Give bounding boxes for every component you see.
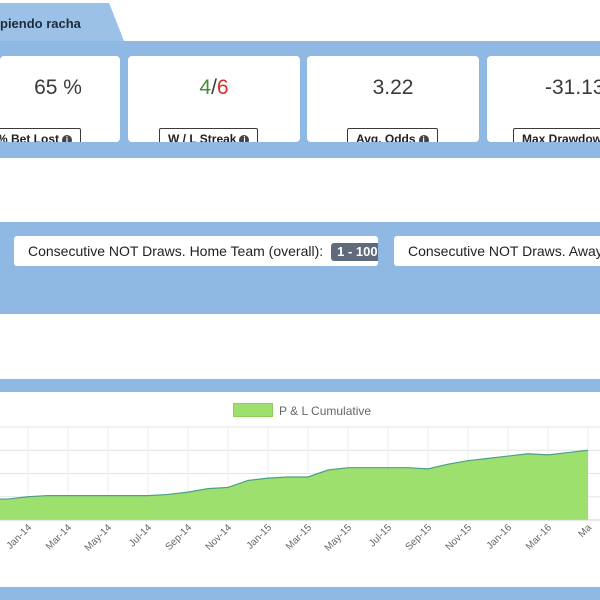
filter-away-label: Consecutive NOT Draws. Away T — [408, 243, 600, 259]
info-icon[interactable]: i — [418, 135, 429, 142]
page-tab[interactable]: piendo racha — [0, 3, 124, 41]
pl-area — [0, 450, 588, 520]
legend-swatch — [233, 403, 273, 417]
filter-away-not-draws[interactable]: Consecutive NOT Draws. Away T — [394, 236, 600, 266]
filter-home-range-badge[interactable]: 1 - 100 — [331, 243, 378, 261]
x-tick-label: Ma — [577, 522, 595, 540]
stat-label-avg-odds-text: Avg. Odds — [356, 132, 416, 142]
stat-value-max-drawdown: -31.13 — [545, 76, 600, 99]
stat-value-bet-lost: 65 % — [34, 76, 82, 99]
stat-label-avg-odds[interactable]: Avg. Odds i — [347, 128, 438, 142]
chart-svg: Nov-13Jan-14Mar-14May-14Jul-14Sep-14Nov-… — [0, 426, 600, 554]
stat-card-max-drawdown: -31.13 Max Drawdowni — [487, 56, 600, 142]
x-tick-label: Sep-14 — [164, 522, 195, 553]
stats-band: 65 % % Bet Lost i 4/6 W / L Streak i 3.22 … — [0, 41, 600, 158]
stat-value-wl-streak: 4/6 — [128, 76, 300, 100]
info-icon[interactable]: i — [239, 135, 250, 142]
pl-line — [0, 449, 589, 500]
stat-value-avg-odds: 3.22 — [372, 76, 414, 99]
x-tick-label: Mar-16 — [524, 522, 554, 552]
x-tick-label: Mar-14 — [44, 522, 74, 552]
stat-label-max-drawdown-text: Max Drawdown — [522, 132, 600, 142]
info-icon[interactable]: i — [62, 135, 73, 142]
x-tick-label: Jan-14 — [5, 522, 35, 552]
x-tick-label: May-14 — [83, 522, 115, 554]
pl-chart-panel: P & L Cumulative Nov-13Jan-14Mar-14May-1… — [0, 379, 600, 600]
x-tick-label: Jul-15 — [367, 522, 394, 549]
x-tick-label: May-15 — [323, 522, 355, 554]
x-tick-label: Jul-14 — [127, 522, 154, 549]
stat-card-bet-lost: 65 % % Bet Lost i — [0, 56, 120, 142]
legend-label: P & L Cumulative — [279, 404, 372, 418]
chart-legend[interactable]: P & L Cumulative — [233, 403, 371, 418]
stat-label-bet-lost-text: % Bet Lost — [0, 132, 60, 142]
x-tick-label: Jan-16 — [485, 522, 515, 552]
x-tick-label: Jan-15 — [245, 522, 275, 552]
win-streak-value: 4 — [199, 76, 212, 99]
stat-card-wl-streak: 4/6 W / L Streak i — [128, 56, 300, 142]
stat-label-max-drawdown[interactable]: Max Drawdowni — [513, 128, 600, 142]
x-tick-label: Mar-15 — [284, 522, 314, 552]
filter-home-label: Consecutive NOT Draws. Home Team (overal… — [28, 243, 324, 259]
x-tick-label: Nov-15 — [444, 522, 475, 553]
stat-label-wl-streak-text: W / L Streak — [168, 132, 237, 142]
pl-chart: P & L Cumulative Nov-13Jan-14Mar-14May-1… — [0, 392, 600, 587]
x-tick-label: Sep-15 — [404, 522, 435, 553]
page-tab-title: piendo racha — [0, 16, 81, 31]
filter-home-not-draws[interactable]: Consecutive NOT Draws. Home Team (overal… — [14, 236, 378, 266]
loss-streak-value: 6 — [216, 76, 229, 99]
stat-card-avg-odds: 3.22 Avg. Odds i — [307, 56, 479, 142]
streak-separator: / — [211, 76, 217, 99]
filters-band: Consecutive NOT Draws. Home Team (overal… — [0, 222, 600, 314]
stat-label-wl-streak[interactable]: W / L Streak i — [159, 128, 259, 142]
stat-label-bet-lost[interactable]: % Bet Lost i — [0, 128, 82, 142]
x-tick-label: Nov-14 — [204, 522, 235, 553]
